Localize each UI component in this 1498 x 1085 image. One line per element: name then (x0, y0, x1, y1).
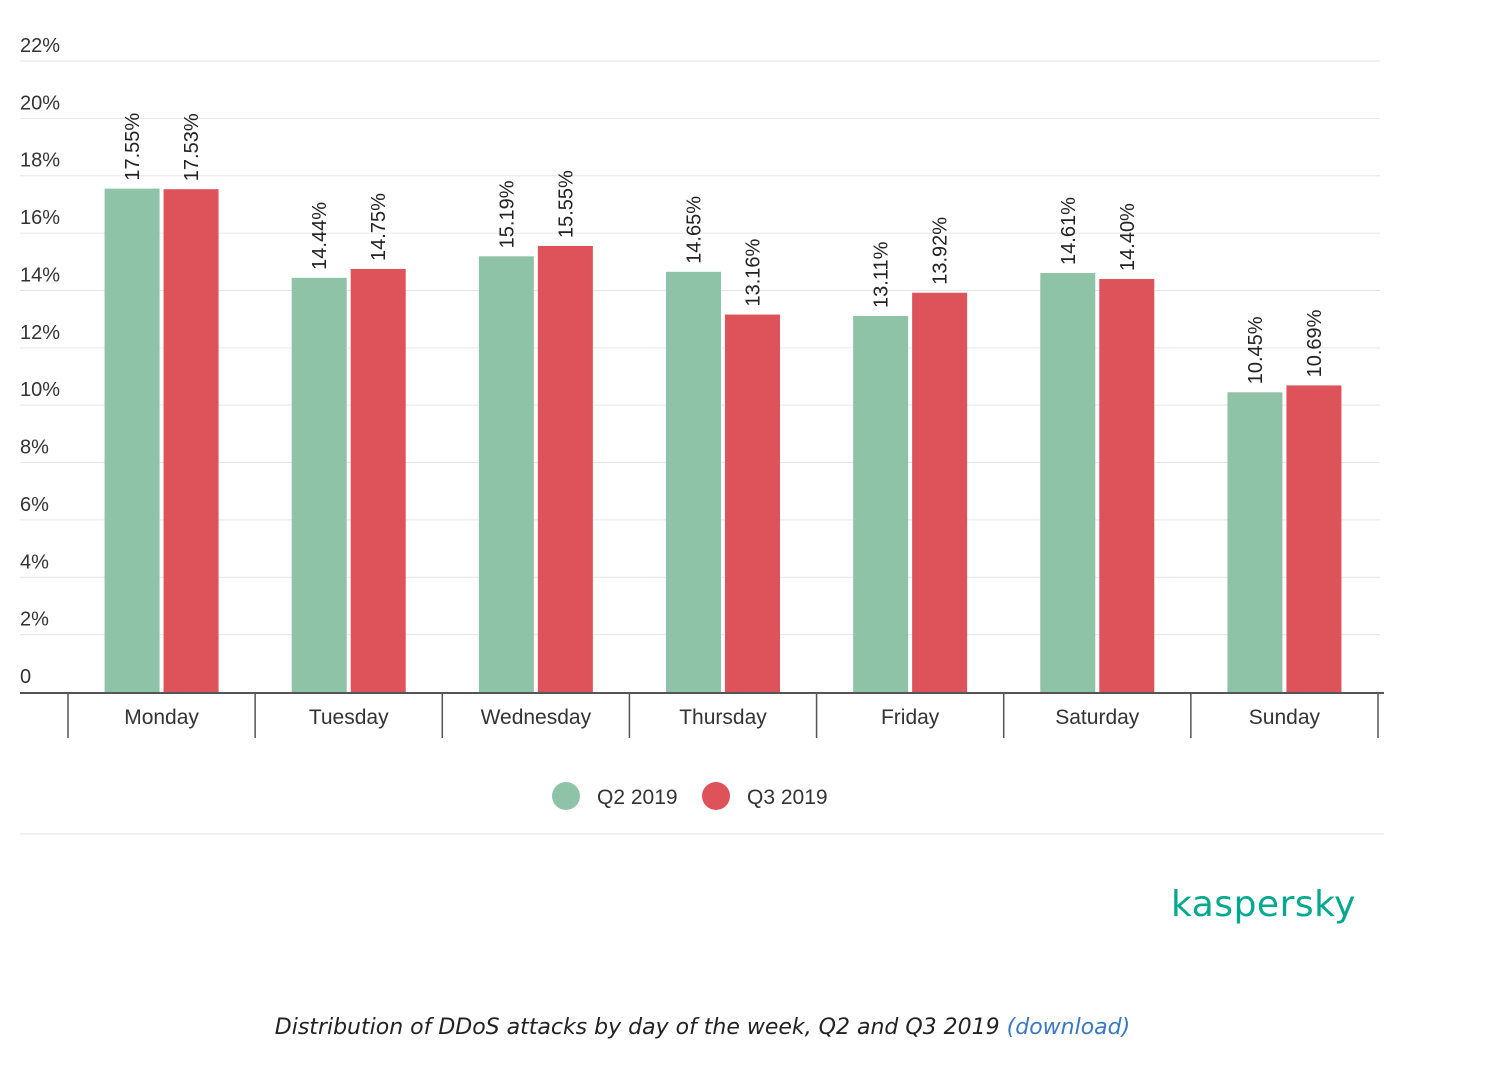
bar-monday-q2 (104, 188, 160, 692)
data-label: 14.75% (368, 193, 390, 261)
bar-sunday-q3 (1286, 385, 1342, 692)
legend-swatch (702, 782, 730, 810)
data-label: 10.45% (1245, 316, 1267, 384)
y-tick-label: 2% (20, 609, 49, 631)
y-tick-label: 22% (20, 35, 60, 57)
data-label: 14.40% (1117, 203, 1139, 271)
kaspersky-logo: kaspersky (1171, 884, 1356, 925)
bar-tuesday-q3 (350, 268, 406, 692)
chart-caption: Distribution of DDoS attacks by day of t… (0, 1015, 1405, 1040)
data-label: 15.55% (555, 170, 577, 238)
y-tick-label: 12% (20, 322, 60, 344)
data-label: 13.16% (743, 238, 765, 306)
y-tick-label: 16% (20, 207, 60, 229)
download-link[interactable]: (download) (1006, 1015, 1131, 1040)
data-labels: 17.55% 17.53% 14.44% 14.75% 15.19% 15.55% 14.6… (122, 113, 1326, 385)
legend-label: Q2 2019 (597, 786, 678, 809)
bar-thursday-q2 (666, 271, 721, 692)
bar-friday-q2 (853, 315, 909, 692)
data-label: 14.65% (684, 196, 706, 264)
x-tick-label: Monday (124, 706, 199, 729)
bar-wednesday-q3 (537, 245, 593, 692)
y-tick-label: 14% (20, 264, 60, 286)
y-axis-ticks: 0 2% 4% 6% 8% 10% 12% 14% 16% 18% 20% 22% (20, 35, 60, 688)
x-axis: Monday Tuesday Wednesday Thursday Friday Satu… (20, 692, 1384, 738)
data-label: 14.44% (309, 202, 331, 270)
legend-swatch (552, 782, 580, 810)
x-tick-label: Thursday (679, 706, 767, 729)
data-label: 17.55% (122, 113, 144, 181)
data-label: 10.69% (1304, 309, 1326, 377)
y-tick-label: 6% (20, 494, 49, 516)
data-label: 13.11% (871, 241, 893, 308)
y-tick-label: 20% (20, 92, 60, 114)
data-label: 17.53% (181, 113, 203, 181)
y-tick-label: 0 (20, 666, 31, 688)
x-tick-label: Sunday (1249, 706, 1321, 729)
x-tick-label: Wednesday (481, 706, 592, 729)
y-tick-label: 8% (20, 437, 49, 459)
x-tick-label: Tuesday (309, 706, 389, 729)
bar-monday-q3 (163, 189, 219, 692)
y-tick-label: 10% (20, 379, 60, 401)
caption-text: Distribution of DDoS attacks by day of t… (274, 1015, 1000, 1040)
legend-label: Q3 2019 (747, 786, 828, 809)
bars (104, 188, 1342, 692)
x-tick-label: Saturday (1055, 706, 1140, 729)
bar-saturday-q3 (1099, 278, 1155, 692)
y-tick-label: 4% (20, 551, 49, 573)
bar-saturday-q2 (1040, 272, 1096, 692)
data-label: 15.19% (496, 180, 518, 248)
bar-wednesday-q2 (478, 256, 534, 692)
y-tick-label: 18% (20, 150, 60, 172)
data-label: 14.61% (1058, 197, 1080, 265)
legend: Q2 2019 Q3 2019 (552, 782, 828, 810)
bar-thursday-q3 (725, 314, 780, 692)
data-label: 13.92% (930, 217, 952, 285)
x-tick-label: Friday (881, 706, 940, 729)
bar-tuesday-q2 (291, 277, 347, 692)
bar-friday-q3 (912, 292, 968, 692)
bar-sunday-q2 (1227, 392, 1283, 692)
